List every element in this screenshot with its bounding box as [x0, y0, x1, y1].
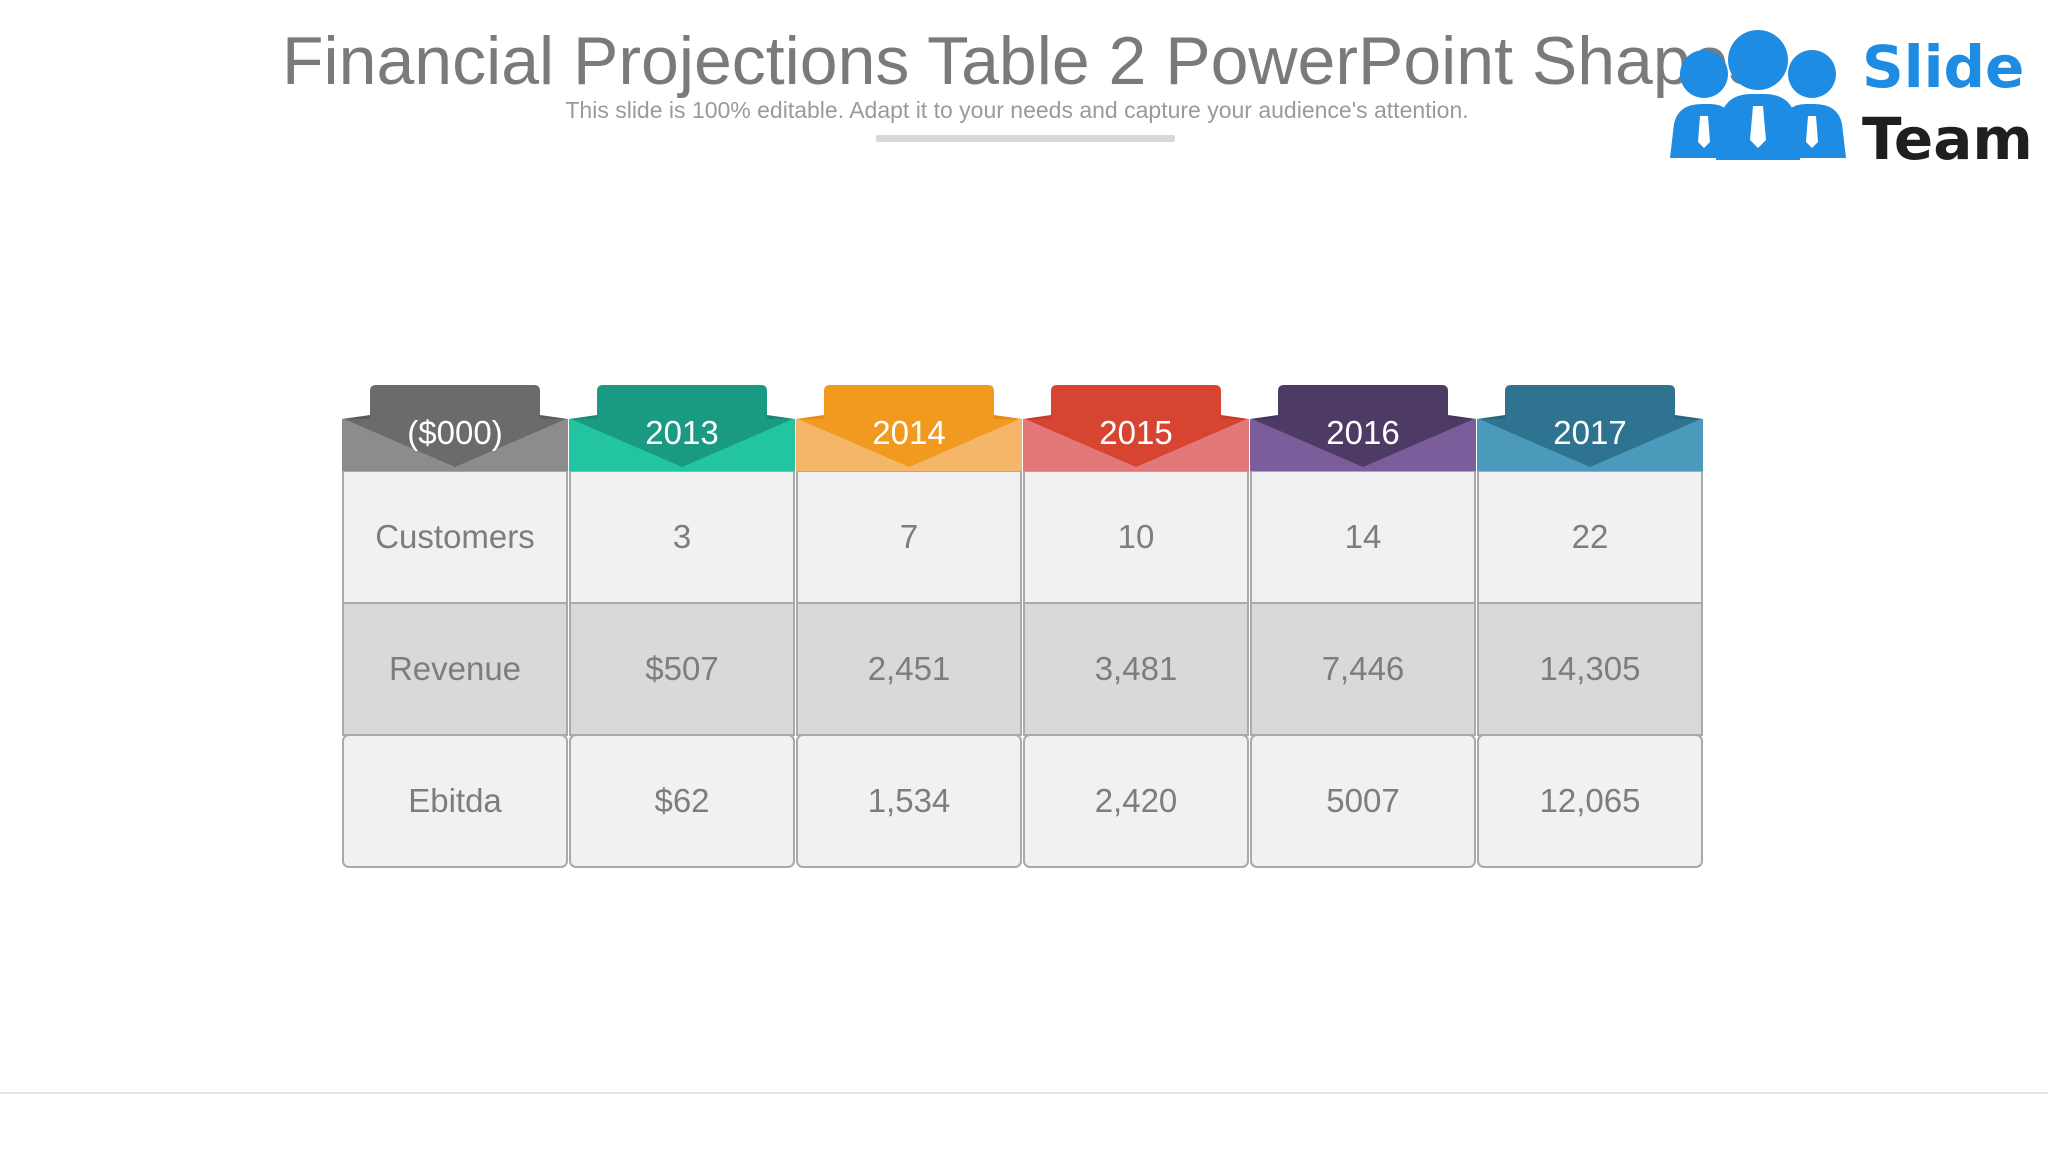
- table-cell: 3,481: [1023, 603, 1249, 735]
- table-cell: 5007: [1250, 735, 1476, 867]
- table-cell: 1,534: [796, 735, 1022, 867]
- row-label: Ebitda: [342, 735, 568, 867]
- table-column: 2016 14 7,446 5007: [1250, 383, 1476, 873]
- people-icon: [1664, 28, 1864, 168]
- column-header: 2015: [1023, 411, 1249, 455]
- logo-word-team: Team: [1862, 110, 2033, 168]
- table-cell: 7: [796, 471, 1022, 603]
- bottom-divider: [0, 1092, 2048, 1094]
- row-label: Revenue: [342, 603, 568, 735]
- table-column: ($000) Customers Revenue Ebitda: [342, 383, 568, 873]
- table-cell: 2,451: [796, 603, 1022, 735]
- table-cell: 14,305: [1477, 603, 1703, 735]
- slideteam-logo: Slide Team: [1664, 28, 2024, 168]
- slide-title: Financial Projections Table 2 PowerPoint…: [282, 26, 1763, 97]
- title-underline: [876, 135, 1175, 142]
- column-header: 2017: [1477, 411, 1703, 455]
- table-cell: 14: [1250, 471, 1476, 603]
- column-header: 2016: [1250, 411, 1476, 455]
- slide-subtitle-text: This slide is 100% editable. Adapt it to…: [565, 97, 1468, 123]
- table-cell: 3: [569, 471, 795, 603]
- table-cell: 2,420: [1023, 735, 1249, 867]
- column-header: 2014: [796, 411, 1022, 455]
- table-cell: 7,446: [1250, 603, 1476, 735]
- table-column: 2013 3 $507 $62: [569, 383, 795, 873]
- table-cell: $62: [569, 735, 795, 867]
- table-column: 2015 10 3,481 2,420: [1023, 383, 1249, 873]
- table-column: 2017 22 14,305 12,065: [1477, 383, 1703, 873]
- financial-projections-table: ($000) Customers Revenue Ebitda 2013 3 $507 $62…: [342, 383, 1708, 873]
- table-cell: 12,065: [1477, 735, 1703, 867]
- table-cell: 10: [1023, 471, 1249, 603]
- logo-word-slide: Slide: [1862, 38, 2024, 96]
- row-label: Customers: [342, 471, 568, 603]
- table-cell: 22: [1477, 471, 1703, 603]
- column-header: ($000): [342, 411, 568, 455]
- table-column: 2014 7 2,451 1,534: [796, 383, 1022, 873]
- table-cell: $507: [569, 603, 795, 735]
- column-header: 2013: [569, 411, 795, 455]
